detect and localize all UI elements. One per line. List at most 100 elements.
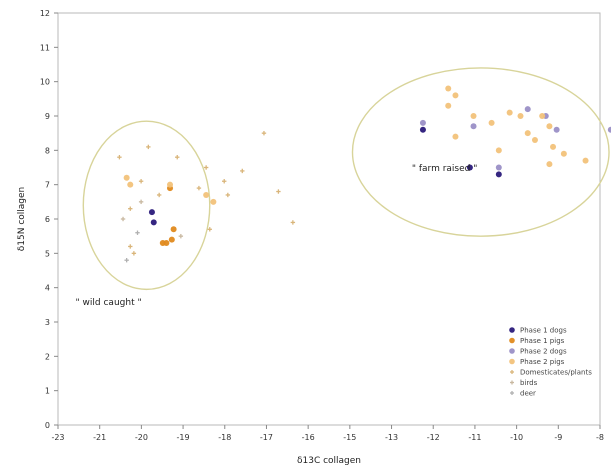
data-point (163, 240, 170, 247)
data-point (539, 113, 546, 119)
legend-label: birds (520, 379, 538, 387)
data-point (470, 123, 477, 130)
data-point (524, 130, 531, 137)
legend-label: deer (520, 390, 536, 398)
x-tick-label: -16 (302, 433, 315, 442)
legend: Phase 1 dogs Phase 1 pigs Phase 2 dogs Phas… (509, 327, 592, 398)
data-point (419, 126, 426, 133)
data-point (170, 226, 177, 233)
data-point (196, 185, 202, 191)
data-point (466, 164, 473, 171)
cluster-annotation: " farm raised " (412, 164, 478, 174)
x-tick-label: -9 (554, 433, 562, 442)
data-point (175, 155, 180, 160)
data-point (445, 85, 452, 92)
data-point (207, 227, 212, 232)
x-tick-label: -12 (427, 433, 440, 442)
legend-marker (510, 391, 514, 395)
data-point (560, 150, 567, 157)
data-point (131, 251, 137, 256)
data-point (240, 168, 245, 174)
data-point (203, 191, 210, 198)
data-point (138, 179, 144, 184)
data-point (582, 157, 589, 164)
y-tick-label: 7 (45, 181, 50, 190)
x-tick-label: -15 (343, 433, 356, 442)
legend-label: Phase 1 dogs (520, 327, 567, 335)
data-point (546, 123, 553, 130)
data-point (546, 161, 553, 168)
data-point (524, 106, 531, 113)
x-tick-label: -21 (93, 433, 106, 442)
x-tick-label: -18 (218, 433, 231, 442)
data-point (203, 165, 209, 170)
cluster-ellipse-1 (82, 120, 211, 291)
legend-marker (509, 327, 515, 333)
data-point (290, 220, 296, 225)
legend-marker (509, 348, 515, 354)
data-point (178, 233, 184, 239)
x-tick-label: -20 (135, 433, 148, 442)
data-point (222, 179, 227, 184)
data-point (117, 155, 122, 160)
y-tick-label: 2 (45, 352, 50, 361)
legend-label: Domesticates/plants (520, 369, 592, 377)
x-tick-label: -23 (51, 433, 64, 442)
data-point (506, 109, 513, 116)
data-point (135, 230, 140, 235)
data-point (495, 171, 502, 178)
data-point (146, 144, 151, 150)
y-tick-label: 8 (45, 146, 50, 155)
x-tick-label: -13 (385, 433, 398, 442)
data-point (531, 137, 538, 144)
data-point (550, 143, 557, 150)
x-tick-label: -10 (510, 433, 523, 442)
y-tick-label: 9 (45, 112, 50, 121)
annotations: " wild caught " " farm raised " (76, 164, 478, 308)
legend-marker (510, 380, 514, 385)
x-tick-label: -8 (596, 433, 604, 442)
x-tick-label: -17 (260, 433, 273, 442)
y-tick-label: 3 (45, 318, 50, 327)
data-point (517, 113, 524, 119)
legend-label: Phase 1 pigs (520, 337, 565, 345)
data-point (138, 199, 144, 205)
legend-marker (509, 337, 515, 344)
data-point (495, 147, 502, 154)
data-point (210, 198, 217, 205)
y-tick-label: 6 (45, 215, 50, 224)
x-axis-label: δ13C collagen (297, 456, 361, 466)
data-point (452, 133, 459, 140)
cluster-annotation: " wild caught " (76, 298, 142, 308)
data-point (128, 206, 133, 211)
y-tick-label: 0 (45, 421, 50, 430)
y-tick-label: 5 (45, 249, 50, 258)
data-point (127, 181, 134, 188)
data-point (148, 209, 155, 216)
data-point (495, 164, 502, 171)
data-point (150, 219, 157, 226)
cluster-ellipses (82, 67, 610, 291)
y-axis-label: δ15N collagen (17, 187, 27, 251)
legend-marker (509, 358, 515, 365)
data-point (488, 119, 495, 126)
y-tick-label: 10 (40, 78, 50, 87)
data-points (117, 85, 611, 263)
data-point (120, 216, 126, 222)
data-point (452, 92, 459, 99)
data-point (168, 236, 175, 243)
data-point (261, 130, 267, 136)
data-point (123, 174, 130, 181)
data-point (128, 244, 133, 249)
data-point (167, 181, 174, 188)
y-tick-label: 4 (45, 284, 50, 293)
y-tick-label: 12 (40, 9, 50, 18)
x-axis-ticks: -23 -21 -20 -19 -18 -17 -16 -15 -13 -12 -11 -10 -9 -8 (51, 425, 604, 442)
cluster-ellipse-2 (351, 67, 610, 237)
data-point (607, 126, 611, 133)
data-point (470, 113, 477, 119)
y-tick-label: 1 (45, 387, 50, 396)
